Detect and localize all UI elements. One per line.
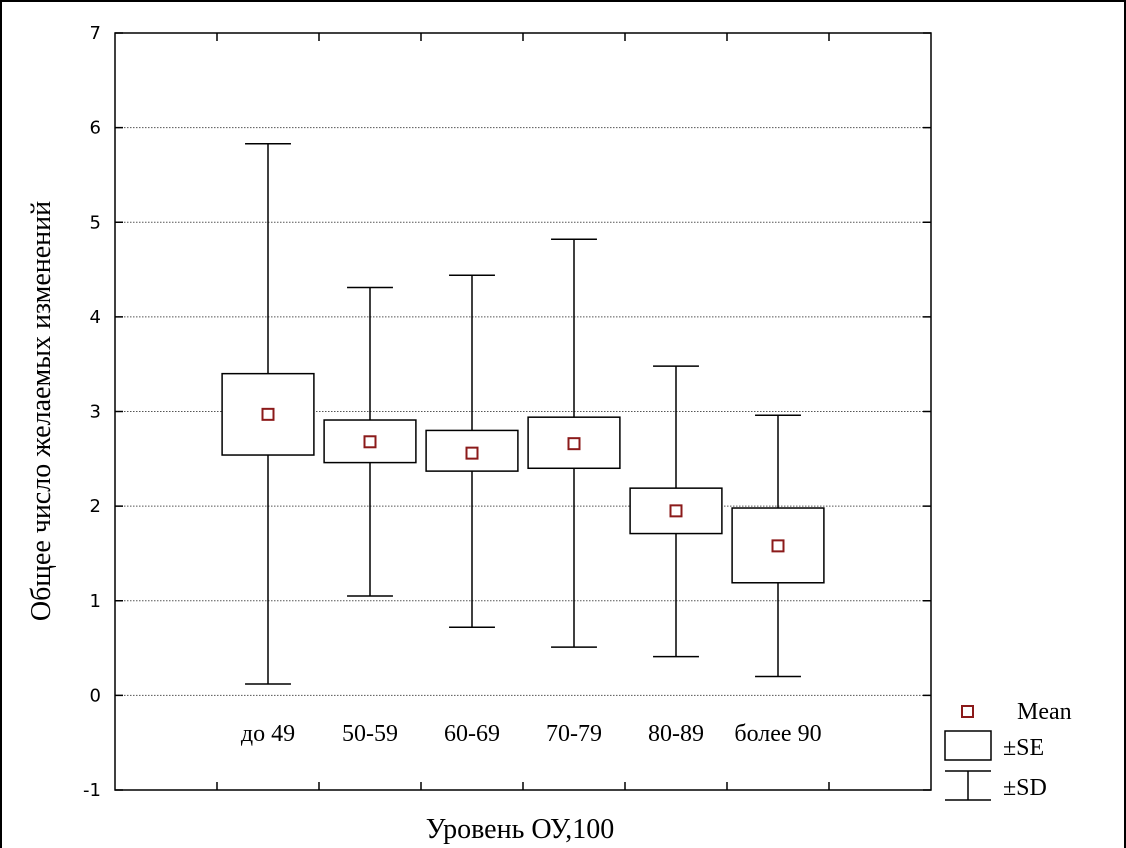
y-axis-title: Общее число желаемых изменений — [26, 201, 57, 621]
legend-se-label: ±SE — [1003, 735, 1044, 761]
legend-sd-whisker — [945, 770, 991, 801]
y-tick-label: 7 — [90, 23, 101, 44]
y-tick-label: 3 — [90, 402, 101, 423]
category-group: до 49 — [221, 142, 315, 747]
mean-marker — [567, 437, 581, 451]
mean-marker — [465, 446, 479, 460]
category-group: 70-79 — [527, 238, 621, 747]
x-axis-title: Уровень ОУ,100 — [426, 814, 615, 845]
x-category-label: 60-69 — [444, 721, 500, 747]
mean-marker — [363, 435, 377, 449]
y-tick-label: 6 — [90, 118, 101, 139]
y-tick-label: 2 — [90, 496, 101, 517]
category-group: более 90 — [731, 414, 825, 747]
category-group: 60-69 — [425, 274, 519, 747]
mean-marker — [669, 504, 683, 518]
category-group: 80-89 — [629, 365, 723, 747]
legend-mean-label: Mean — [1017, 699, 1072, 725]
plot-layer: до 49 50-59 60-69 70-79 80-89 более 90 — [221, 142, 825, 747]
y-tick-label: 4 — [90, 307, 101, 328]
x-category-label: 70-79 — [546, 721, 602, 747]
x-category-label: более 90 — [734, 721, 821, 747]
mean-marker — [771, 539, 785, 553]
mean-marker — [261, 407, 275, 421]
y-tick-label: 0 — [90, 685, 101, 706]
legend-se-box — [944, 730, 992, 761]
legend-sd-label: ±SD — [1003, 775, 1047, 801]
axis-layer: -1 0 1 2 3 4 5 6 7 — [83, 23, 931, 801]
y-tick-label: 1 — [90, 591, 101, 612]
category-group: 50-59 — [323, 286, 417, 747]
x-category-label: 50-59 — [342, 721, 398, 747]
legend-mean-marker — [961, 705, 974, 718]
x-category-label: до 49 — [241, 721, 295, 747]
legend: Mean ±SE ±SD — [944, 699, 1072, 801]
y-tick-label: 5 — [90, 212, 101, 233]
se-box — [221, 372, 315, 456]
y-tick-label: -1 — [83, 780, 101, 801]
x-category-label: 80-89 — [648, 721, 704, 747]
